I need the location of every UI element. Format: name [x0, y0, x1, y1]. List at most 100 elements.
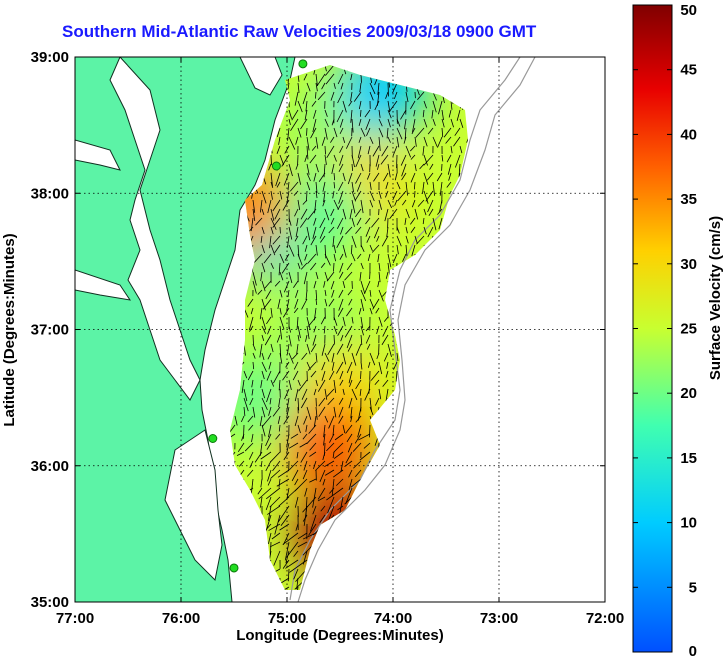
- velocity-vector: [330, 91, 335, 101]
- velocity-vector: [262, 298, 272, 310]
- velocity-vector: [342, 352, 347, 365]
- velocity-vector: [282, 199, 290, 211]
- velocity-vector: [315, 73, 318, 87]
- velocity-vector: [306, 136, 310, 151]
- velocity-vector: [376, 235, 380, 242]
- velocity-vector: [381, 235, 389, 247]
- velocity-vector: [295, 226, 299, 238]
- velocity-vector: [365, 226, 371, 237]
- velocity-vector: [332, 424, 335, 436]
- velocity-vector: [331, 118, 335, 126]
- velocity-vector: [261, 325, 267, 334]
- velocity-vector: [326, 388, 335, 397]
- velocity-vector: [324, 65, 335, 76]
- velocity-vector: [323, 424, 326, 438]
- velocity-vector: [324, 289, 327, 297]
- colorbar-tick-label: 25: [680, 321, 697, 338]
- velocity-vector: [268, 163, 272, 171]
- velocity-vector: [417, 199, 425, 207]
- velocity-vector: [305, 424, 308, 432]
- velocity-vector: [312, 226, 317, 239]
- y-tick-label: 36:00: [31, 458, 69, 475]
- velocity-vector: [282, 307, 290, 318]
- velocity-vector: [307, 208, 317, 221]
- velocity-vector: [369, 136, 374, 144]
- velocity-vector: [287, 235, 290, 248]
- x-tick-label: 76:00: [162, 610, 200, 627]
- velocity-vector: [355, 343, 362, 356]
- velocity-vector: [351, 388, 358, 401]
- velocity-vector: [383, 172, 389, 182]
- velocity-vector: [270, 379, 275, 387]
- velocity-vector: [315, 352, 318, 363]
- velocity-vector: [428, 208, 434, 217]
- velocity-vector: [459, 145, 463, 154]
- velocity-vector: [317, 496, 326, 502]
- velocity-vector: [310, 235, 317, 246]
- velocity-vector: [427, 127, 434, 135]
- velocity-vector: [447, 163, 452, 175]
- velocity-vector: [369, 298, 375, 309]
- velocity-vector: [392, 145, 398, 157]
- velocity-vector: [372, 145, 380, 157]
- velocity-vector: [404, 217, 407, 226]
- velocity-vector: [312, 334, 317, 346]
- velocity-vector: [320, 505, 326, 512]
- velocity-vector: [258, 487, 272, 500]
- velocity-vector: [367, 361, 371, 368]
- velocity-vector: [323, 325, 326, 334]
- velocity-vector: [297, 100, 303, 113]
- velocity-vector: [387, 82, 389, 97]
- x-tick-label: 74:00: [374, 610, 412, 627]
- velocity-vector: [312, 505, 317, 515]
- colorbar-ticks: 0 5 10 15 20 25 30 35 40 45 50: [633, 2, 697, 659]
- velocity-vector: [432, 100, 437, 113]
- velocity-vector: [355, 415, 362, 423]
- velocity-vector: [307, 253, 317, 264]
- pamlico-sound: [164, 429, 223, 582]
- velocity-vector: [352, 442, 362, 452]
- velocity-vector: [333, 172, 336, 181]
- velocity-vector: [376, 325, 380, 335]
- velocity-vector: [414, 235, 418, 244]
- velocity-vector: [329, 370, 335, 381]
- velocity-vector: [356, 217, 362, 226]
- velocity-vector: [358, 118, 362, 126]
- velocity-vector: [312, 487, 317, 508]
- velocity-vector: [347, 172, 353, 185]
- velocity-vector: [366, 127, 371, 136]
- velocity-vector: [259, 343, 263, 358]
- velocity-vector: [365, 334, 371, 344]
- velocity-vector: [326, 271, 335, 282]
- velocity-vector: [315, 460, 326, 471]
- velocity-vector: [305, 100, 308, 112]
- velocity-vector: [320, 316, 326, 325]
- velocity-vector: [288, 379, 292, 390]
- velocity-vector: [339, 127, 344, 135]
- velocity-vector: [369, 190, 375, 202]
- velocity-vector: [288, 109, 293, 119]
- velocity-vector: [333, 442, 344, 453]
- velocity-vector: [317, 73, 326, 86]
- velocity-vector: [293, 550, 299, 557]
- velocity-vector: [348, 469, 353, 478]
- velocity-vector: [300, 397, 308, 409]
- velocity-vector: [404, 118, 407, 130]
- velocity-vector: [286, 406, 290, 418]
- velocity-vector: [304, 244, 308, 252]
- velocity-vector: [339, 253, 344, 260]
- velocity-vector: [322, 199, 326, 207]
- velocity-vector: [360, 289, 367, 302]
- velocity-vector: [285, 550, 290, 564]
- velocity-vector: [261, 244, 265, 254]
- velocity-vector: [328, 415, 335, 429]
- velocity-vector: [410, 145, 416, 152]
- velocity-vector: [302, 433, 308, 440]
- velocity-vector: [360, 109, 362, 117]
- velocity-vector: [405, 208, 410, 219]
- velocity-vector: [261, 316, 267, 330]
- velocity-vector: [300, 118, 308, 130]
- velocity-vector: [351, 190, 357, 202]
- colorbar-tick-label: 40: [680, 126, 697, 143]
- velocity-vector: [369, 397, 372, 412]
